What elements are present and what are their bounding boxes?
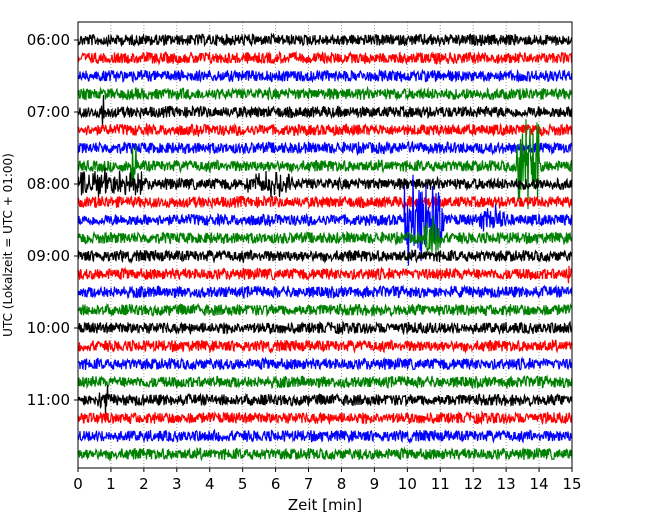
x-tick-label: 10	[398, 475, 417, 493]
y-tick-label: 10:00	[27, 319, 70, 337]
y-tick-label: 08:00	[27, 175, 70, 193]
x-tick-label: 1	[106, 475, 116, 493]
x-tick-label: 3	[172, 475, 182, 493]
x-tick-label: 5	[238, 475, 248, 493]
trace-line-18	[78, 356, 572, 372]
trace-line-22	[78, 428, 572, 445]
trace-line-5	[78, 122, 572, 138]
x-axis-label: Zeit [min]	[288, 496, 362, 514]
plot-frame	[77, 21, 573, 469]
trace-line-20	[78, 385, 572, 416]
trace-line-12	[78, 249, 572, 265]
x-tick-label: 9	[370, 475, 380, 493]
trace-line-1	[78, 50, 572, 66]
trace-line-7	[78, 119, 572, 210]
x-tick-label: 13	[497, 475, 516, 493]
x-tick-label: 8	[337, 475, 347, 493]
x-tick-label: 4	[205, 475, 215, 493]
trace-line-6	[78, 140, 572, 157]
y-tick-label: 07:00	[27, 103, 70, 121]
x-tick-label: 15	[562, 475, 581, 493]
trace-line-10	[78, 174, 572, 266]
trace-line-3	[78, 85, 572, 102]
trace-line-11	[78, 215, 572, 254]
trace-line-14	[78, 284, 572, 300]
trace-line-15	[78, 302, 572, 318]
trace-line-19	[78, 374, 572, 390]
y-tick-label: 09:00	[27, 247, 70, 265]
x-tick-label: 14	[530, 475, 549, 493]
trace-line-2	[78, 68, 572, 84]
trace-line-23	[78, 446, 572, 462]
y-tick-label: 06:00	[27, 31, 70, 49]
trace-line-0	[78, 32, 572, 48]
x-tick-label: 7	[304, 475, 314, 493]
trace-line-4	[78, 95, 572, 126]
x-ticks: 0 1 2 3 4 5 6 7 8 9 10 11 12 13 14 15	[73, 468, 582, 493]
y-axis-label: UTC (Lokalzeit = UTC + 01:00)	[1, 153, 15, 337]
traces	[78, 32, 572, 462]
x-tick-label: 0	[73, 475, 83, 493]
x-tick-label: 12	[464, 475, 483, 493]
y-ticks: 06:00 07:00 08:00 09:00 10:00 11:00	[27, 31, 78, 409]
x-tick-label: 6	[271, 475, 281, 493]
x-tick-label: 11	[431, 475, 450, 493]
y-tick-label: 11:00	[27, 391, 70, 409]
trace-line-9	[78, 195, 572, 210]
trace-line-21	[78, 410, 572, 426]
trace-line-13	[78, 265, 572, 284]
trace-line-8	[78, 167, 572, 198]
x-tick-label: 2	[139, 475, 149, 493]
trace-line-16	[78, 320, 572, 336]
trace-line-17	[78, 339, 572, 355]
